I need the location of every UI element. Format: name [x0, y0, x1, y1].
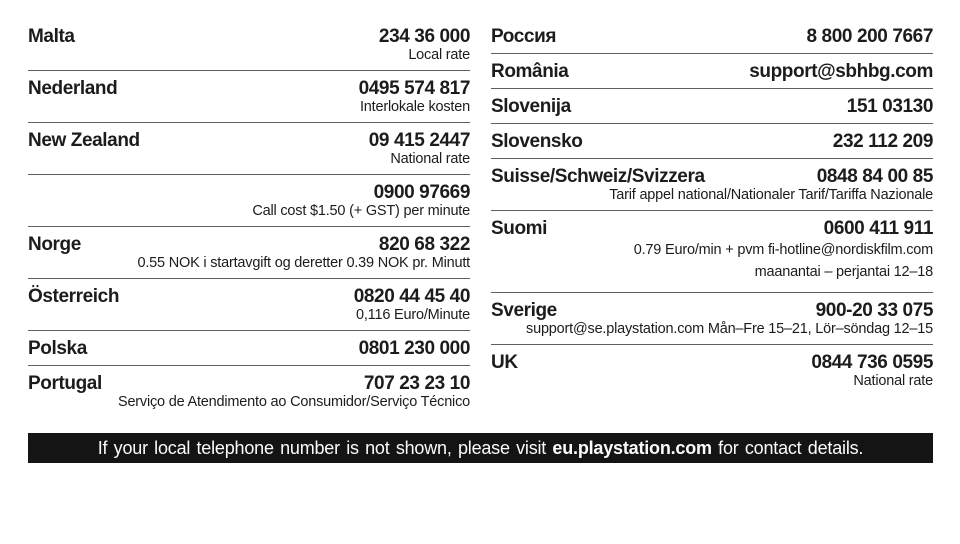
contact-row-suomi: Suomi 0600 411 911 0.79 Euro/min + pvm f…	[491, 211, 933, 293]
footer-notice-bar: If your local telephone number is not sh…	[28, 433, 933, 463]
country-name: Malta	[28, 26, 75, 47]
contact-row-new-zealand-premium: 0900 97669 Call cost $1.50 (+ GST) per m…	[28, 175, 470, 227]
footer-text-suffix: for contact details.	[711, 437, 864, 458]
country-name: Nederland	[28, 78, 118, 99]
contact-number: 0600 411 911	[823, 218, 934, 239]
rate-note: 0.79 Euro/min + pvm fi-hotline@nordiskfi…	[633, 242, 933, 258]
country-name: Österreich	[28, 286, 120, 307]
country-name: Norge	[28, 234, 81, 255]
rate-note: support@se.playstation.com Mån–Fre 15–21…	[526, 321, 933, 337]
country-name: România	[491, 61, 569, 82]
contact-row-suisse: Suisse/Schweiz/Svizzera 0848 84 00 85 Ta…	[491, 159, 933, 211]
opening-hours-note: maanantai – perjantai 12–18	[754, 264, 934, 280]
contact-email: support@sbhbg.com	[749, 61, 933, 82]
contact-number: 0844 736 0595	[811, 352, 933, 373]
contact-number: 0495 574 817	[358, 78, 471, 99]
country-name: Sverige	[491, 300, 557, 321]
contact-row-portugal: Portugal 707 23 23 10 Serviço de Atendim…	[28, 366, 470, 417]
rate-note: Local rate	[408, 47, 470, 63]
rate-note: Serviço de Atendimento ao Consumidor/Ser…	[117, 394, 470, 410]
footer-text-prefix: If your local telephone number is not sh…	[97, 437, 553, 458]
contact-number: 151 03130	[846, 96, 934, 117]
contact-row-romania: România support@sbhbg.com	[491, 54, 933, 89]
contact-row-sverige: Sverige 900-20 33 075 support@se.playsta…	[491, 293, 933, 345]
rate-note: 0,116 Euro/Minute	[355, 307, 470, 323]
country-name: Slovensko	[491, 131, 583, 152]
playstation-url: eu.playstation.com	[552, 437, 712, 458]
contact-number: 232 112 209	[832, 131, 934, 152]
contact-number: 0820 44 45 40	[353, 286, 471, 307]
country-name: Slovenija	[491, 96, 571, 117]
contacts-column-right: Россия 8 800 200 7667 România support@sb…	[491, 25, 933, 417]
country-name: Suomi	[491, 218, 548, 239]
country-name: Suisse/Schweiz/Svizzera	[491, 166, 705, 187]
contact-row-new-zealand: New Zealand 09 415 2447 National rate	[28, 123, 470, 175]
contact-row-slovensko: Slovensko 232 112 209	[491, 124, 933, 159]
contact-row-malta: Malta 234 36 000 Local rate	[28, 25, 470, 71]
contact-number: 234 36 000	[378, 26, 470, 47]
rate-note: Call cost $1.50 (+ GST) per minute	[252, 203, 470, 219]
contact-number: 09 415 2447	[368, 130, 471, 151]
contact-row-nederland: Nederland 0495 574 817 Interlokale koste…	[28, 71, 470, 123]
contact-row-norge: Norge 820 68 322 0.55 NOK i startavgift …	[28, 227, 470, 279]
rate-note: 0.55 NOK i startavgift og deretter 0.39 …	[137, 255, 470, 271]
rate-note: National rate	[853, 373, 933, 389]
country-name: Polska	[28, 338, 87, 359]
country-name: UK	[491, 352, 518, 373]
contact-number: 0801 230 000	[358, 338, 471, 359]
rate-note: Tarif appel national/Nationaler Tarif/Ta…	[609, 187, 933, 203]
contact-number: 820 68 322	[378, 234, 470, 255]
contact-row-osterreich: Österreich 0820 44 45 40 0,116 Euro/Minu…	[28, 279, 470, 331]
rate-note: National rate	[390, 151, 470, 167]
contact-number: 0848 84 00 85	[816, 166, 934, 187]
country-name: New Zealand	[28, 130, 140, 151]
contact-number: 900-20 33 075	[815, 300, 934, 321]
contact-row-rossiya: Россия 8 800 200 7667	[491, 25, 933, 54]
contacts-column-left: Malta 234 36 000 Local rate Nederland 04…	[28, 25, 470, 417]
contact-row-uk: UK 0844 736 0595 National rate	[491, 345, 933, 396]
contact-number: 0900 97669	[373, 182, 471, 203]
support-contacts-table: Malta 234 36 000 Local rate Nederland 04…	[28, 25, 933, 417]
contact-number: 8 800 200 7667	[806, 26, 934, 47]
contact-row-polska: Polska 0801 230 000	[28, 331, 470, 366]
rate-note: Interlokale kosten	[359, 99, 470, 115]
contact-number: 707 23 23 10	[363, 373, 471, 394]
contact-row-slovenija: Slovenija 151 03130	[491, 89, 933, 124]
country-name: Portugal	[28, 373, 102, 394]
country-name: Россия	[491, 26, 557, 47]
